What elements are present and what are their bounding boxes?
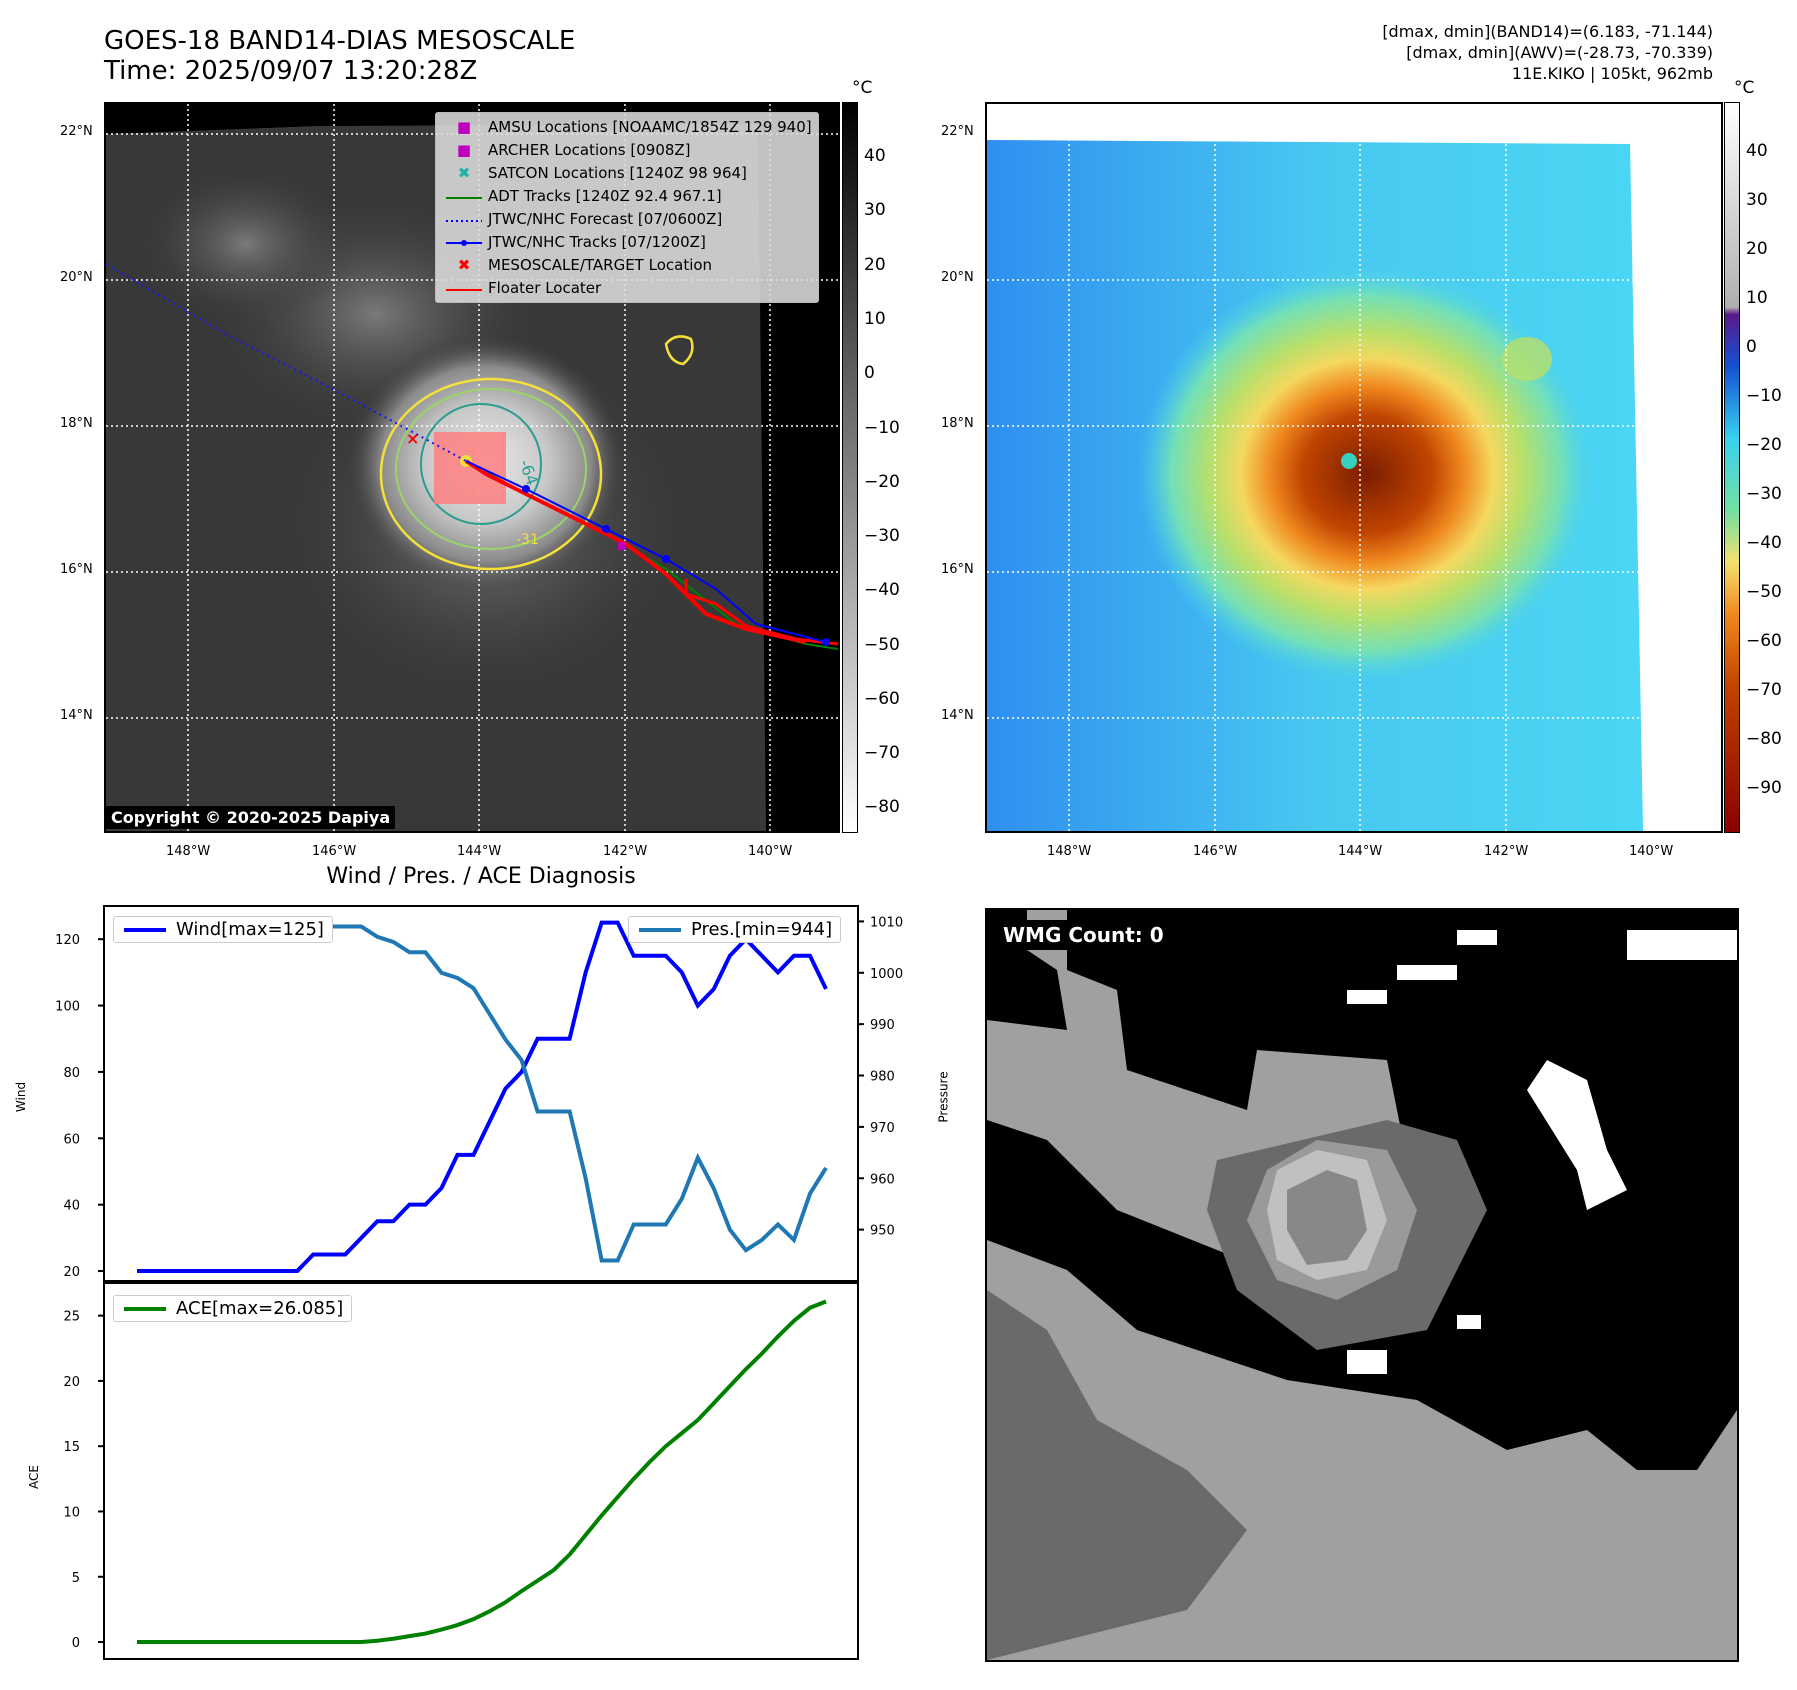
diagnosis-title: Wind / Pres. / ACE Diagnosis (326, 864, 636, 889)
timestamp: Time: 2025/09/07 13:20:28Z (104, 56, 478, 86)
legend-line-icon (124, 1306, 166, 1311)
wind-tick-label: 100 (55, 1000, 80, 1015)
pressure-tick-label: 970 (870, 1121, 895, 1136)
pressure-tick-label: 1000 (870, 967, 903, 982)
pressure-tick-label: 950 (870, 1224, 895, 1239)
ace-legend: ACE[max=26.085] (113, 1295, 353, 1322)
dotted-line-icon (444, 208, 484, 231)
wind-tick-label: 80 (63, 1066, 80, 1081)
solid-line-icon (444, 277, 484, 300)
stats-awv: [dmax, dmin](AWV)=(-28.73, -70.339) (1406, 43, 1713, 62)
solid-line-icon (444, 185, 484, 208)
ace-tick-label: 5 (72, 1571, 80, 1586)
legend-item-satcon: ✖ SATCON Locations [1240Z 98 964] (444, 162, 812, 185)
wmg-image (987, 910, 1737, 1660)
wind-series-line (137, 920, 828, 1274)
ace-tick-label: 10 (63, 1505, 80, 1520)
pressure-legend: Pres.[min=944] (628, 916, 842, 943)
wind-tick-label: 20 (63, 1265, 80, 1280)
ace-tick-label: 15 (63, 1440, 80, 1455)
wind-tick-label: 60 (63, 1132, 80, 1147)
color-map-panel[interactable] (985, 102, 1723, 833)
legend-item-floater: Floater Locater (444, 277, 812, 300)
wind-legend: Wind[max=125] (113, 916, 333, 943)
wmg-panel[interactable]: WMG Count: 0 (985, 908, 1739, 1662)
storm-info: 11E.KIKO | 105kt, 962mb (1511, 64, 1713, 83)
ace-tick-label: 0 (72, 1636, 80, 1651)
ir-colorbar (842, 102, 858, 833)
color-colorbar (1724, 102, 1740, 833)
ir-map-panel[interactable]: × -64 -31 ■ AMSU Locations [NOAAMC/1854Z … (104, 102, 840, 833)
copyright-label: Copyright © 2020-2025 Dapiya (106, 806, 396, 829)
legend-item-amsu: ■ AMSU Locations [NOAAMC/1854Z 129 940] (444, 116, 812, 139)
wind-tick-label: 120 (55, 933, 80, 948)
legend-item-forecast: JTWC/NHC Forecast [07/0600Z] (444, 208, 812, 231)
pressure-tick-label: 990 (870, 1018, 895, 1033)
legend-line-icon (639, 927, 681, 932)
square-marker-icon: ■ (456, 141, 472, 159)
pressure-axis-label: Pressure (936, 1071, 951, 1123)
ace-axis-label: ACE (26, 1465, 41, 1489)
color-map-image (987, 104, 1721, 831)
legend-item-archer: ■ ARCHER Locations [0908Z] (444, 139, 812, 162)
wmg-count-label: WMG Count: 0 (997, 920, 1170, 950)
pressure-tick-label: 1010 (870, 915, 903, 930)
map-legend: ■ AMSU Locations [NOAAMC/1854Z 129 940] ■… (435, 112, 819, 303)
square-marker-icon: ■ (456, 118, 472, 136)
ace-tick-label: 25 (63, 1310, 80, 1325)
svg-text:×: × (406, 429, 419, 448)
wind-pressure-chart: 20 40 60 80 100 120 950 960 970 980 990 1000 1010 (55, 905, 903, 1282)
legend-line-icon (124, 927, 166, 932)
ace-chart: 0 5 10 15 20 25 (63, 1282, 859, 1660)
page-title: GOES-18 BAND14-DIAS MESOSCALE (104, 26, 576, 56)
wind-axis-label: Wind (14, 1081, 29, 1113)
color-colorbar-unit: °C (1734, 78, 1755, 98)
wind-tick-label: 40 (63, 1199, 80, 1214)
contour-label-31: -31 (516, 532, 539, 548)
pressure-tick-label: 960 (870, 1172, 895, 1187)
stats-band14: [dmax, dmin](BAND14)=(6.183, -71.144) (1382, 22, 1713, 41)
line-dot-icon (444, 231, 484, 254)
ace-tick-label: 20 (63, 1375, 80, 1390)
pressure-tick-label: 980 (870, 1070, 895, 1085)
x-marker-icon: ✖ (457, 256, 471, 274)
ace-series-line (137, 1299, 827, 1645)
legend-item-adt: ADT Tracks [1240Z 92.4 967.1] (444, 185, 812, 208)
ir-colorbar-unit: °C (852, 78, 873, 98)
x-marker-icon: ✖ (457, 164, 471, 182)
legend-item-mesoscale: ✖ MESOSCALE/TARGET Location (444, 254, 812, 277)
legend-item-tracks: JTWC/NHC Tracks [07/1200Z] (444, 231, 812, 254)
